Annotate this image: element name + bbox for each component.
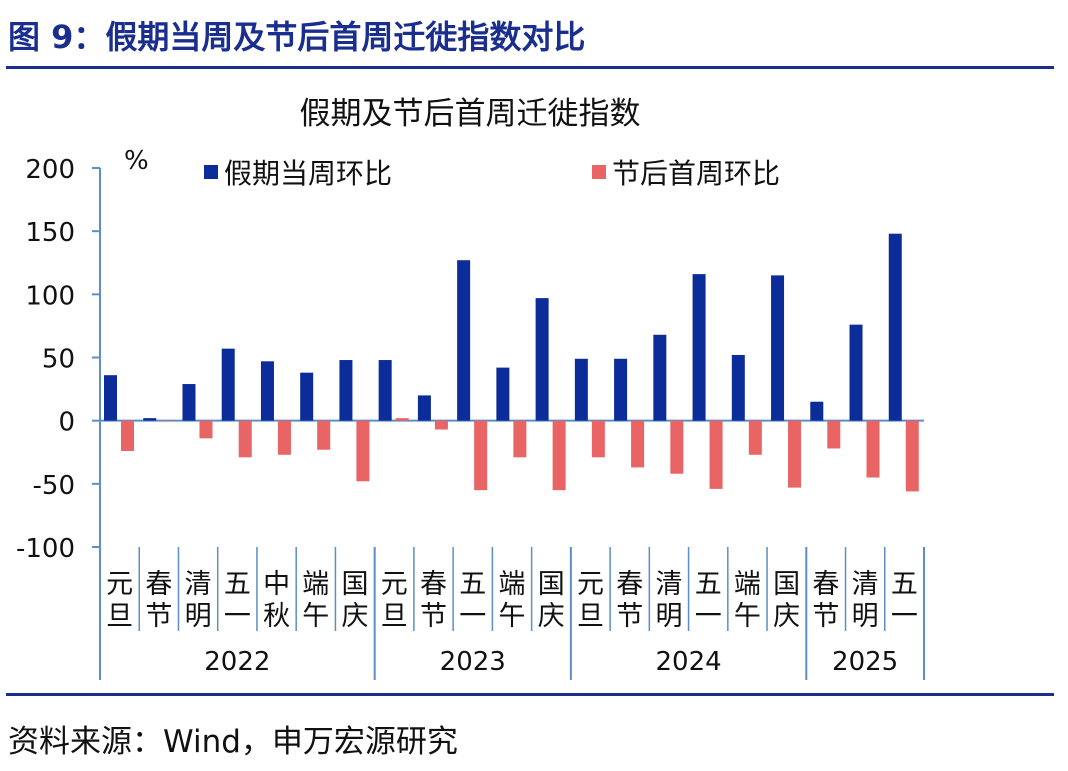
bar-post-holiday-week <box>827 420 841 449</box>
y-tick-label: 150 <box>25 218 75 248</box>
bar-post-holiday-week <box>591 420 605 458</box>
bar-chart: 假期及节后首周迁徙指数 % 假期当周环比 节后首周环比 200 150 100 50 0 -… <box>16 96 925 680</box>
bar-post-holiday-week <box>277 420 291 455</box>
y-tick-label: -100 <box>16 534 75 564</box>
bar-holiday-week <box>260 361 274 421</box>
bar-post-holiday-week <box>199 420 213 439</box>
bar-post-holiday-week <box>395 418 409 421</box>
bar-post-holiday-week <box>709 420 723 489</box>
x-axis: 元旦春节清明五一中秋端午国庆元旦春节五一端午国庆元旦春节清明五一端午国庆春节清明… <box>99 547 925 680</box>
x-category-label: 端午 <box>734 569 761 632</box>
x-category-label: 国庆 <box>538 569 565 632</box>
chart-title: 假期及节后首周迁徙指数 <box>300 96 641 132</box>
bar-holiday-week <box>221 348 235 421</box>
y-axis-unit: % <box>124 146 149 176</box>
bar-post-holiday-week <box>474 420 488 491</box>
x-category-label: 清明 <box>852 569 879 632</box>
bar-post-holiday-week <box>434 420 448 430</box>
x-group-label: 2025 <box>832 647 898 677</box>
x-category-label: 国庆 <box>342 569 369 632</box>
bar-post-holiday-week <box>631 420 645 468</box>
bar-holiday-week <box>810 401 824 421</box>
x-group-label: 2022 <box>204 647 270 677</box>
bar-post-holiday-week <box>552 420 566 491</box>
bar-post-holiday-week <box>121 420 134 451</box>
y-tick-label: 50 <box>42 345 75 375</box>
x-group-label: 2024 <box>655 647 721 677</box>
y-tick-label: -50 <box>33 471 75 501</box>
legend-swatch <box>592 165 606 179</box>
bar-holiday-week <box>653 334 667 421</box>
y-tick-label: 200 <box>25 155 75 185</box>
x-category-label: 清明 <box>185 569 212 632</box>
bar-post-holiday-week <box>317 420 331 450</box>
x-category-label: 元旦 <box>577 569 604 632</box>
legend-label: 假期当周环比 <box>224 157 392 190</box>
y-tick-label: 100 <box>25 281 75 311</box>
x-group-label: 2023 <box>440 647 506 677</box>
bar-holiday-week <box>300 372 314 421</box>
x-category-label: 清明 <box>655 569 682 632</box>
legend-swatch <box>204 165 218 179</box>
x-category-label: 五一 <box>695 569 722 632</box>
bar-post-holiday-week <box>356 420 370 482</box>
bar-holiday-week <box>849 324 863 421</box>
legend: 假期当周环比 节后首周环比 <box>204 157 780 190</box>
bar-post-holiday-week <box>238 420 252 458</box>
bar-post-holiday-week <box>866 420 880 478</box>
page-title: 图 9：假期当周及节后首周迁徙指数对比 <box>8 18 586 56</box>
x-category-label: 五一 <box>891 569 918 632</box>
bar-holiday-week <box>339 360 353 421</box>
header-divider <box>6 66 1054 69</box>
bar-post-holiday-week <box>513 420 527 458</box>
x-category-label: 春节 <box>145 569 172 632</box>
y-tick-label: 0 <box>58 408 75 438</box>
x-category-label: 五一 <box>224 569 251 632</box>
bar-post-holiday-week <box>160 420 174 422</box>
bar-holiday-week <box>888 233 902 421</box>
x-category-label: 五一 <box>459 569 486 632</box>
bar-post-holiday-week <box>905 420 919 492</box>
x-category-label: 国庆 <box>773 569 800 632</box>
bar-holiday-week <box>574 358 588 421</box>
bar-post-holiday-week <box>788 420 802 488</box>
bar-holiday-week <box>417 395 431 421</box>
x-category-label: 中秋 <box>263 569 290 632</box>
bar-holiday-week <box>182 384 196 421</box>
x-category-label: 春节 <box>812 569 839 632</box>
footer-divider <box>6 693 1054 696</box>
bar-holiday-week <box>731 354 745 421</box>
source-note: 资料来源：Wind，申万宏源研究 <box>8 724 458 760</box>
x-category-label: 春节 <box>616 569 643 632</box>
bar-holiday-week <box>104 375 117 421</box>
x-category-label: 端午 <box>499 569 526 632</box>
bar-holiday-week <box>614 358 628 421</box>
bar-holiday-week <box>535 298 549 421</box>
x-category-label: 元旦 <box>381 569 408 632</box>
bar-holiday-week <box>496 367 510 421</box>
legend-label: 节后首周环比 <box>612 157 780 190</box>
bar-holiday-week <box>143 418 157 421</box>
bar-holiday-week <box>771 275 785 421</box>
y-axis: 200 150 100 50 0 -50 -100 <box>16 155 924 564</box>
x-category-label: 元旦 <box>106 569 133 632</box>
bar-holiday-week <box>692 274 706 421</box>
x-category-label: 春节 <box>420 569 447 632</box>
bars <box>104 233 919 492</box>
bar-post-holiday-week <box>748 420 762 455</box>
bar-holiday-week <box>457 260 471 421</box>
x-category-label: 端午 <box>302 569 329 632</box>
bar-post-holiday-week <box>670 420 684 474</box>
bar-holiday-week <box>378 360 392 421</box>
